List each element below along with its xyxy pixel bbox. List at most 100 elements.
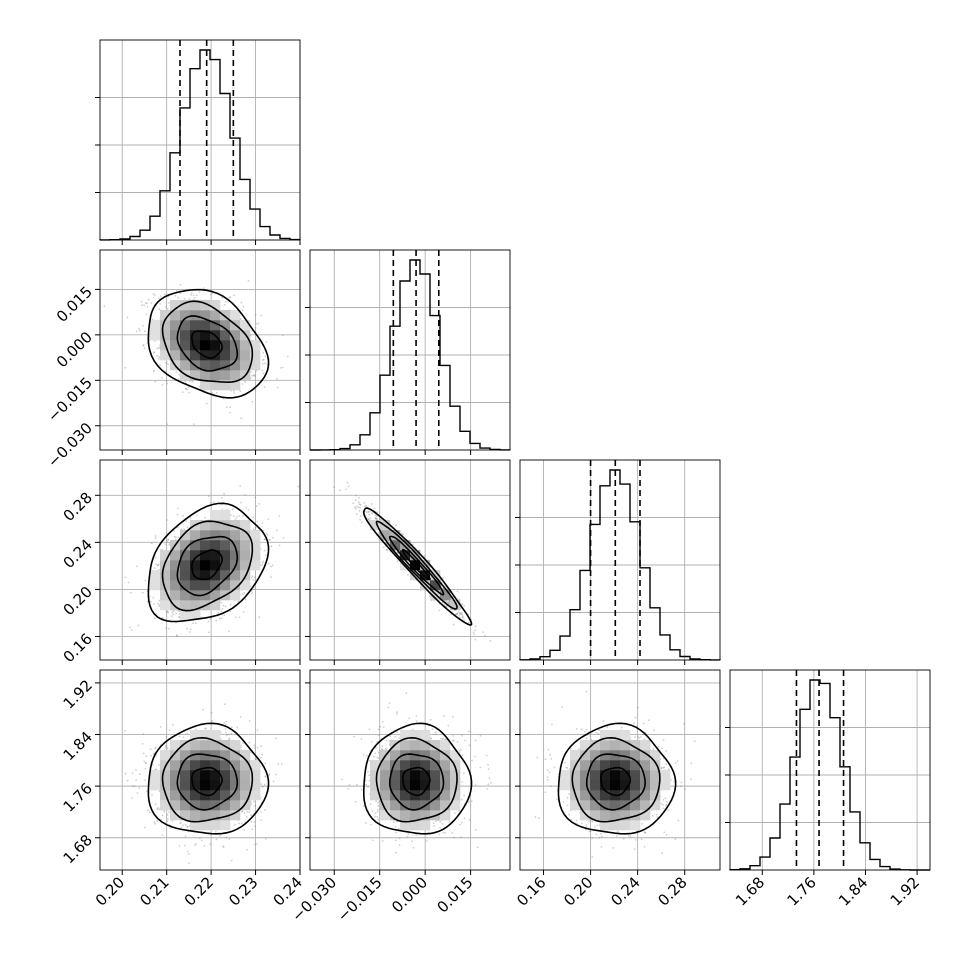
- panel-2-1-sample-point: [452, 623, 455, 626]
- panel-2-0-sample-point: [271, 536, 274, 539]
- panel-2-0-sample-point: [276, 529, 278, 532]
- panel-2-0-sample-point: [267, 518, 270, 521]
- panel-3-0-sample-point: [200, 839, 203, 842]
- panel-1-0-sample-point: [142, 325, 144, 327]
- panel-1-0-density-cell: [190, 310, 201, 321]
- panel-1-0-sample-point: [187, 386, 190, 388]
- panel-2-0-sample-point: [261, 522, 264, 525]
- panel-2-0-sample-point: [223, 614, 226, 617]
- panel-2-0-sample-point: [130, 629, 133, 631]
- panel-1-0-sample-point: [228, 296, 231, 299]
- panel-1-0-sample-point: [152, 352, 155, 354]
- panel-1-0-sample-point: [152, 292, 155, 295]
- panel-1-0-sample-point: [135, 330, 138, 333]
- panel-1-0-sample-point: [158, 357, 161, 360]
- panel-3-0-sample-point: [195, 842, 197, 845]
- panel-2-1-sample-point: [352, 502, 355, 505]
- panel-2-0-sample-point: [282, 537, 285, 539]
- panel-2-0-sample-point: [232, 515, 235, 518]
- panel-3-0-sample-point: [238, 822, 241, 825]
- panel-2-0-sample-point: [129, 626, 131, 629]
- panel-2-0-sample-point: [155, 563, 158, 565]
- panel-2-0-sample-point: [243, 494, 246, 496]
- panel-2-1-sample-point: [359, 503, 362, 506]
- panel-1-0-sample-point: [147, 298, 150, 301]
- panel-1-0-sample-point: [210, 294, 212, 296]
- panel-2-1-sample-point: [474, 638, 477, 641]
- panel-1-0-density-cell: [220, 370, 231, 381]
- panel-2-1-sample-point: [467, 621, 470, 624]
- panel-2-0-sample-point: [186, 627, 188, 630]
- panel-1-0-sample-point: [158, 355, 161, 358]
- panel-2-0-sample-point: [255, 505, 258, 507]
- panel-2-0-sample-point: [254, 526, 257, 529]
- panel-2-0-sample-point: [242, 514, 244, 517]
- panel-1-0-sample-point: [182, 391, 184, 393]
- panel-1-0-sample-point: [183, 297, 186, 300]
- panel-2-0-sample-point: [252, 578, 255, 581]
- panel-1-0-sample-point: [159, 303, 162, 305]
- panel-2-1-sample-point: [458, 614, 461, 617]
- panel-2-0-sample-point: [252, 516, 254, 518]
- panel-2-1-sample-point: [438, 609, 441, 612]
- panel-2-0-density-cell: [210, 530, 221, 541]
- panel-1-0-sample-point: [249, 370, 252, 373]
- panel-2-0-sample-point: [297, 485, 300, 488]
- panel-2-1-sample-point: [406, 574, 409, 576]
- panel-1-0-sample-point: [184, 387, 187, 390]
- panel-2-0-sample-point: [168, 627, 170, 630]
- panel-2-1-sample-point: [354, 499, 357, 501]
- panel-1-0-sample-point: [189, 380, 192, 383]
- panel-1-0-sample-point: [276, 377, 278, 380]
- panel-2-0-sample-point: [239, 485, 242, 488]
- panel-2-1-sample-point: [367, 518, 370, 521]
- panel-1-0-sample-point: [202, 287, 205, 290]
- panel-3-0-sample-point: [254, 805, 256, 807]
- panel-3-0-sample-point: [131, 797, 134, 799]
- panel-2-0-sample-point: [270, 565, 272, 568]
- panel-2-0-sample-point: [223, 492, 226, 495]
- panel-1-0-sample-point: [146, 305, 149, 308]
- panel-1-0-sample-point: [239, 390, 242, 392]
- panel-2-0-sample-point: [238, 616, 241, 619]
- panel-3-0-sample-point: [166, 820, 169, 823]
- panel-2-0-sample-point: [210, 502, 212, 504]
- panel-2-0-sample-point: [175, 634, 178, 637]
- panel-2-0-sample-point: [204, 516, 207, 519]
- panel-2-0-sample-point: [154, 556, 157, 559]
- panel-1-0-sample-point: [263, 386, 266, 388]
- panel-1-0-density-cell: [230, 310, 241, 321]
- panel-1-0-sample-point: [264, 362, 266, 365]
- panel-1-0-sample-point: [158, 308, 161, 311]
- panel-2-0-sample-point: [220, 610, 223, 613]
- panel-3-0-sample-point: [259, 756, 262, 759]
- panel-2-0-sample-point: [213, 501, 216, 504]
- panel-2-0-sample-point: [244, 598, 247, 601]
- panel-2-0-sample-point: [258, 616, 261, 619]
- panel-2-0-sample-point: [251, 592, 254, 594]
- panel-1-0-sample-point: [192, 423, 195, 425]
- panel-1-0-density-cell: [240, 350, 251, 361]
- panel-2-0-sample-point: [250, 576, 253, 579]
- panel-3-0-sample-point: [202, 708, 205, 711]
- panel-2-0-sample-point: [171, 611, 174, 613]
- panel-3-0-sample-point: [256, 843, 258, 845]
- panel-2-0-density-cell: [230, 530, 241, 541]
- panel-3-0-sample-point: [228, 838, 231, 840]
- panel-2-0-sample-point: [227, 630, 230, 633]
- panel-3-0-sample-point: [156, 820, 159, 822]
- panel-1-0-sample-point: [168, 301, 170, 304]
- panel-1-0-sample-point: [151, 318, 154, 321]
- panel-2-0-density-cell: [250, 530, 261, 541]
- panel-1-0-sample-point: [161, 384, 164, 386]
- panel-2-0-sample-point: [220, 601, 223, 604]
- panel-2-0-sample-point: [234, 518, 237, 520]
- panel-2-0-sample-point: [168, 543, 171, 546]
- panel-1-0-sample-point: [178, 373, 181, 376]
- panel-1-0-sample-point: [260, 314, 263, 317]
- panel-3-0-sample-point: [261, 753, 264, 756]
- panel-1-0-sample-point: [241, 309, 244, 312]
- panel-2-0-sample-point: [261, 564, 263, 566]
- panel-1-0-sample-point: [166, 382, 168, 385]
- panel-2-0-sample-point: [135, 565, 138, 568]
